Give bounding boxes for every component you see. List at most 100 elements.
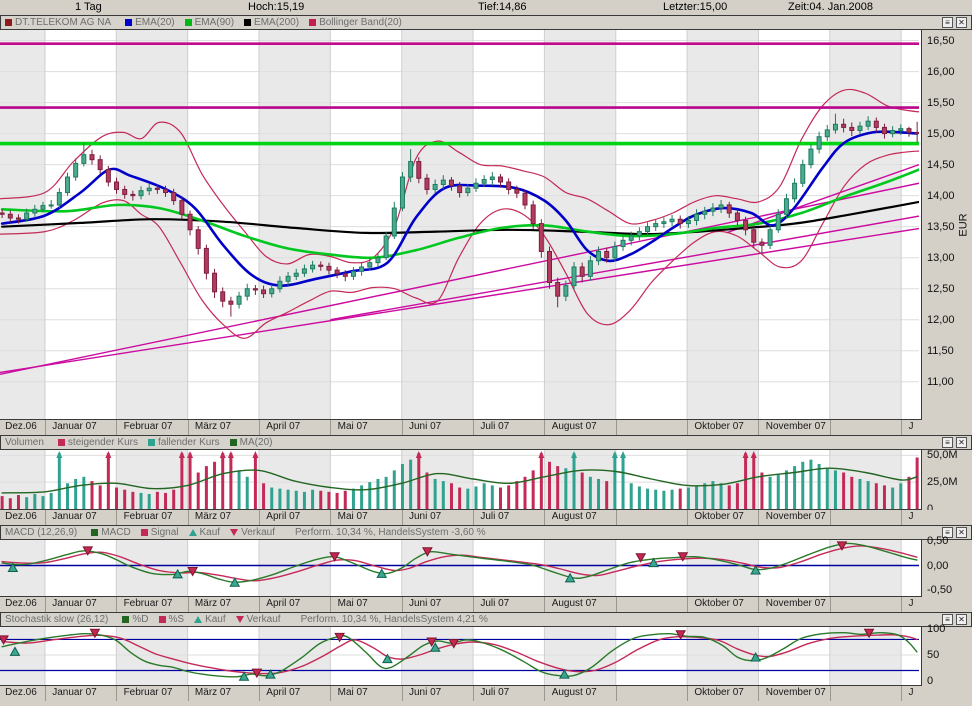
legend-title: MACD (12,26,9) bbox=[5, 527, 78, 538]
x-axis-label: J bbox=[908, 511, 914, 522]
x-axis-label: Februar 07 bbox=[123, 598, 173, 609]
buy-triangle-icon bbox=[194, 616, 203, 623]
legend-item: MA(20) bbox=[229, 437, 272, 448]
volume-legend-bar: Volumen steigender Kurs fallender Kurs MA(2… bbox=[0, 435, 972, 450]
legend-item: steigender Kurs bbox=[57, 437, 138, 448]
volume-x-axis: Dez.06 Januar 07 Februar 07 März 07 April 07… bbox=[0, 510, 972, 525]
x-axis-label: Juli 07 bbox=[480, 421, 510, 432]
y-tick-label: 0 bbox=[927, 503, 934, 515]
y-tick-label: 50,0M bbox=[927, 449, 958, 462]
y-tick-label: 50 bbox=[927, 648, 940, 661]
legend-item: Verkauf bbox=[235, 614, 281, 625]
performance-text: Perform. 10,34 %, HandelsSystem -3,60 % bbox=[295, 527, 486, 538]
volume-plot[interactable] bbox=[0, 450, 922, 510]
close-icon[interactable]: ✕ bbox=[956, 614, 967, 625]
x-axis-label: August 07 bbox=[551, 511, 597, 522]
x-axis-label: Februar 07 bbox=[123, 687, 173, 698]
legend-item: Kauf bbox=[188, 527, 220, 538]
macd-legend-bar: MACD (12,26,9) MACD Signal Kauf Verkauf Perfo… bbox=[0, 525, 972, 540]
legend-item: %D bbox=[122, 614, 149, 625]
performance-text: Perform. 10,34 %, HandelsSystem 4,21 % bbox=[300, 614, 488, 625]
series-swatch bbox=[91, 529, 99, 536]
price-panel: DT.TELEKOM AG NA EMA(20) EMA(90) EMA(200) Bo… bbox=[0, 15, 972, 435]
legend-item: fallender Kurs bbox=[147, 437, 220, 448]
x-axis-label: November 07 bbox=[765, 511, 826, 522]
buy-triangle-icon bbox=[188, 529, 197, 536]
legend-item: Signal bbox=[140, 527, 179, 538]
y-tick-label: 14,50 bbox=[927, 158, 955, 171]
x-axis-label: Mai 07 bbox=[337, 687, 368, 698]
legend-title: Stochastik slow (26,12) bbox=[5, 614, 109, 625]
sell-triangle-icon bbox=[230, 529, 239, 536]
macd-y-axis: 0,50 0,00 -0,50 bbox=[922, 535, 972, 597]
x-axis-label: Februar 07 bbox=[123, 511, 173, 522]
y-tick-label: 100 bbox=[927, 623, 946, 636]
x-axis-label: Mai 07 bbox=[337, 511, 368, 522]
legend-title: DT.TELEKOM AG NA bbox=[5, 17, 111, 28]
x-axis-label: Januar 07 bbox=[52, 687, 97, 698]
x-axis-label: April 07 bbox=[266, 421, 301, 432]
series-swatch bbox=[244, 19, 252, 26]
stoch-plot[interactable] bbox=[0, 627, 922, 686]
y-tick-label: 11,00 bbox=[927, 375, 954, 388]
x-axis-label: Mai 07 bbox=[337, 421, 368, 432]
series-swatch bbox=[140, 529, 148, 536]
price-plot[interactable] bbox=[0, 30, 922, 420]
x-axis-label: Juli 07 bbox=[480, 687, 510, 698]
series-swatch bbox=[125, 19, 133, 26]
x-axis-label: Oktober 07 bbox=[694, 511, 744, 522]
y-tick-label: 0 bbox=[927, 674, 934, 687]
x-axis-label: Oktober 07 bbox=[694, 421, 744, 432]
y-tick-label: 0,00 bbox=[927, 559, 949, 572]
legend-item: EMA(200) bbox=[244, 17, 299, 28]
macd-plot[interactable] bbox=[0, 540, 922, 597]
x-axis-label: Dez.06 bbox=[5, 511, 37, 522]
x-axis-label: Juli 07 bbox=[480, 598, 510, 609]
y-tick-label: 25,0M bbox=[927, 476, 958, 489]
legend-item: Kauf bbox=[194, 614, 226, 625]
sell-triangle-icon bbox=[235, 616, 244, 623]
quote-info-bar: 1 Tag Hoch:15,19 Tief:14,86 Letzter:15,0… bbox=[0, 0, 972, 15]
x-axis-label: Juni 07 bbox=[408, 421, 442, 432]
legend-item: Verkauf bbox=[230, 527, 275, 538]
y-tick-label: 13,50 bbox=[927, 220, 955, 233]
x-axis-label: Juni 07 bbox=[408, 598, 442, 609]
stoch-y-axis: 100 50 0 bbox=[922, 623, 972, 687]
x-axis-label: März 07 bbox=[194, 421, 232, 432]
stoch-panel: Stochastik slow (26,12) %D %S Kauf Verkauf Pe… bbox=[0, 612, 972, 701]
x-axis-label: Oktober 07 bbox=[694, 687, 744, 698]
x-axis-label: August 07 bbox=[551, 421, 597, 432]
legend-item: Bollinger Band(20) bbox=[309, 17, 402, 28]
close-icon[interactable]: ✕ bbox=[956, 17, 967, 28]
close-icon[interactable]: ✕ bbox=[956, 527, 967, 538]
x-axis-label: April 07 bbox=[266, 511, 301, 522]
x-axis-label: November 07 bbox=[765, 687, 826, 698]
x-axis-label: Mai 07 bbox=[337, 598, 368, 609]
low-value: Tief:14,86 bbox=[478, 1, 527, 13]
time-value: Zeit:04. Jan.2008 bbox=[788, 1, 874, 13]
series-swatch bbox=[184, 19, 192, 26]
y-tick-label: 13,00 bbox=[927, 251, 955, 264]
list-icon[interactable]: ≡ bbox=[942, 527, 953, 538]
close-icon[interactable]: ✕ bbox=[956, 437, 967, 448]
y-tick-label: 12,00 bbox=[927, 313, 955, 326]
series-swatch bbox=[158, 616, 166, 623]
series-swatch bbox=[5, 19, 12, 26]
y-axis-unit: EUR bbox=[957, 212, 970, 237]
stoch-legend-bar: Stochastik slow (26,12) %D %S Kauf Verkauf Pe… bbox=[0, 612, 972, 627]
x-axis-label: April 07 bbox=[266, 598, 301, 609]
list-icon[interactable]: ≡ bbox=[942, 614, 953, 625]
y-tick-label: 16,50 bbox=[927, 34, 955, 47]
x-axis-label: November 07 bbox=[765, 598, 826, 609]
legend-item: MACD bbox=[91, 527, 131, 538]
list-icon[interactable]: ≡ bbox=[942, 17, 953, 28]
x-axis-label: Juli 07 bbox=[480, 511, 510, 522]
legend-item: EMA(90) bbox=[184, 17, 234, 28]
x-axis-label: J bbox=[908, 598, 914, 609]
x-axis-label: Dez.06 bbox=[5, 687, 37, 698]
stoch-x-axis: Dez.06 Januar 07 Februar 07 März 07 April 07… bbox=[0, 686, 972, 701]
y-tick-label: 16,00 bbox=[927, 65, 955, 78]
last-value: Letzter:15,00 bbox=[663, 1, 728, 13]
list-icon[interactable]: ≡ bbox=[942, 437, 953, 448]
